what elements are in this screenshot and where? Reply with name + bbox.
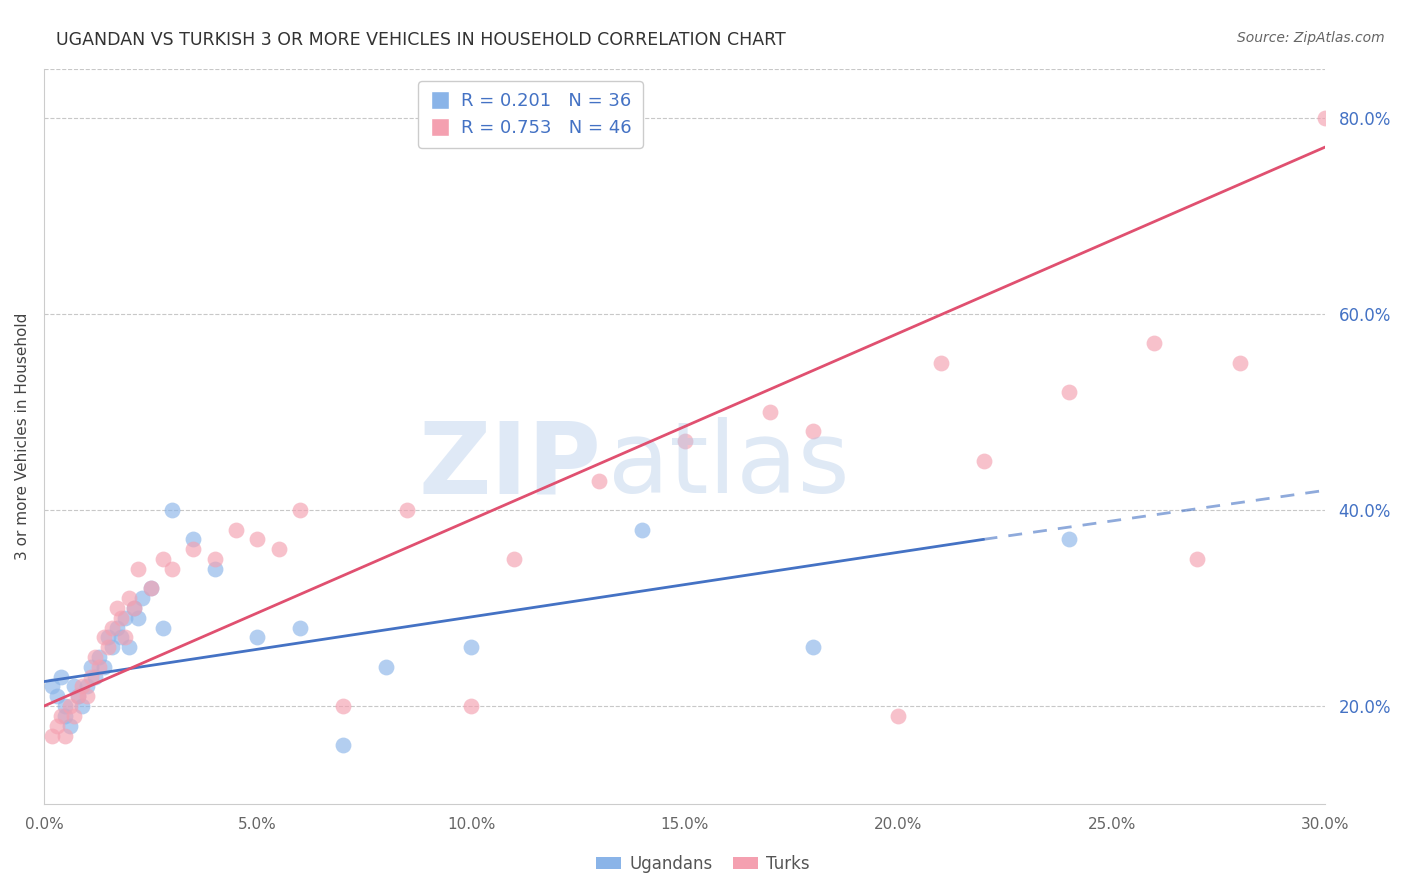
Point [76, 680, 98, 694]
Point [460, 699, 482, 714]
Point [53, 699, 76, 714]
Point [110, 631, 132, 645]
Y-axis label: 3 or more Vehicles in Household: 3 or more Vehicles in Household [15, 313, 30, 560]
Point [160, 503, 183, 517]
Point [41, 729, 63, 743]
Point [62, 709, 84, 723]
Point [973, 454, 995, 468]
Point [93, 631, 115, 645]
Point [1057, 385, 1080, 400]
Point [110, 611, 132, 625]
Text: ZIP: ZIP [419, 417, 602, 515]
Point [105, 621, 128, 635]
Point [80, 660, 103, 674]
Point [267, 542, 290, 557]
Point [49, 709, 72, 723]
Point [118, 640, 141, 655]
Point [118, 591, 141, 606]
Point [122, 601, 145, 615]
Point [673, 434, 696, 449]
Point [114, 611, 136, 625]
Point [631, 523, 654, 537]
Legend: Ugandans, Turks: Ugandans, Turks [589, 848, 817, 880]
Point [1185, 552, 1208, 566]
Text: Source: ZipAtlas.com: Source: ZipAtlas.com [1237, 31, 1385, 45]
Point [887, 709, 910, 723]
Point [395, 503, 418, 517]
Point [62, 680, 84, 694]
Point [139, 582, 162, 596]
Point [97, 640, 120, 655]
Point [80, 670, 103, 684]
Point [204, 562, 226, 576]
Point [114, 631, 136, 645]
Point [84, 650, 107, 665]
Point [160, 562, 183, 576]
Point [929, 356, 952, 370]
Point [1057, 533, 1080, 547]
Point [139, 582, 162, 596]
Point [801, 425, 824, 439]
Point [67, 690, 90, 704]
Point [1229, 356, 1251, 370]
Point [89, 660, 111, 674]
Point [1143, 336, 1166, 351]
Point [152, 552, 174, 566]
Text: atlas: atlas [607, 417, 849, 515]
Point [58, 699, 80, 714]
Point [127, 611, 149, 625]
Point [101, 621, 124, 635]
Point [45, 719, 67, 733]
Point [84, 670, 107, 684]
Point [72, 680, 94, 694]
Point [76, 690, 98, 704]
Point [460, 640, 482, 655]
Text: UGANDAN VS TURKISH 3 OR MORE VEHICLES IN HOUSEHOLD CORRELATION CHART: UGANDAN VS TURKISH 3 OR MORE VEHICLES IN… [56, 31, 786, 49]
Point [45, 690, 67, 704]
Point [122, 601, 145, 615]
Point [89, 650, 111, 665]
Point [53, 729, 76, 743]
Point [127, 562, 149, 576]
Point [97, 631, 120, 645]
Point [41, 680, 63, 694]
Point [204, 552, 226, 566]
Point [101, 640, 124, 655]
Point [332, 699, 354, 714]
Point [58, 719, 80, 733]
Point [152, 621, 174, 635]
Point [374, 660, 396, 674]
Point [67, 690, 90, 704]
Legend: R = 0.201   N = 36, R = 0.753   N = 46: R = 0.201 N = 36, R = 0.753 N = 46 [418, 81, 643, 148]
Point [53, 709, 76, 723]
Point [49, 670, 72, 684]
Point [183, 542, 205, 557]
Point [183, 533, 205, 547]
Point [801, 640, 824, 655]
Point [288, 621, 311, 635]
Point [502, 552, 524, 566]
Point [288, 503, 311, 517]
Point [588, 474, 610, 488]
Point [1315, 111, 1337, 125]
Point [759, 405, 782, 419]
Point [131, 591, 153, 606]
Point [225, 523, 247, 537]
Point [332, 739, 354, 753]
Point [105, 601, 128, 615]
Point [246, 631, 269, 645]
Point [72, 699, 94, 714]
Point [93, 660, 115, 674]
Point [246, 533, 269, 547]
